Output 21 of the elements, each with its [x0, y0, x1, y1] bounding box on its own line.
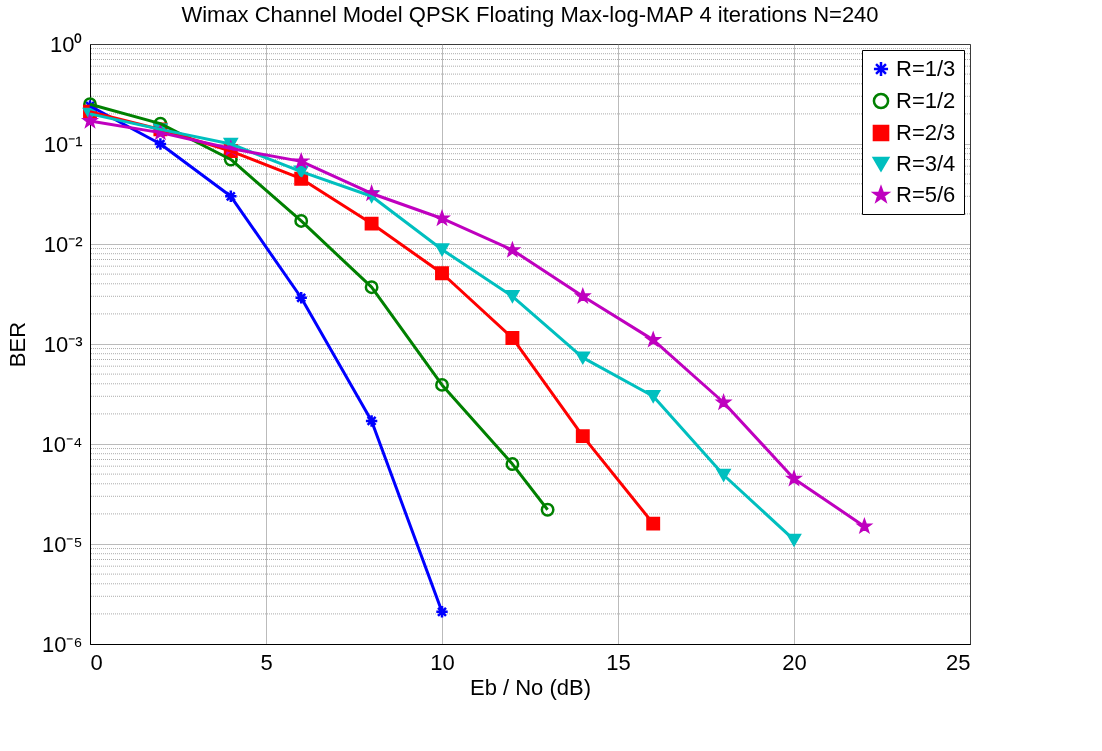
y-tick-label: 10⁰ — [50, 31, 83, 57]
chart-title: Wimax Channel Model QPSK Floating Max-log-MAP 4 iterations N=240 — [181, 2, 879, 27]
y-tick-label: 10⁻² — [43, 231, 83, 257]
x-tick-label: 25 — [946, 649, 971, 675]
y-tick-label: 10⁻⁵ — [41, 531, 83, 557]
x-tick-label: 15 — [606, 649, 631, 675]
x-tick-label: 20 — [782, 649, 807, 675]
y-tick-label: 10⁻³ — [43, 331, 83, 357]
legend-label: R=1/3 — [896, 56, 956, 81]
legend-label: R=3/4 — [896, 151, 956, 176]
legend-label: R=1/2 — [896, 88, 956, 113]
y-tick-label: 10⁻⁶ — [41, 631, 83, 657]
legend-label: R=2/3 — [896, 120, 956, 145]
y-tick-label: 10⁻⁴ — [41, 431, 83, 457]
y-axis-title: BER — [4, 321, 30, 368]
x-tick-label: 5 — [260, 649, 273, 675]
x-tick-label: 0 — [90, 649, 103, 675]
legend-label: R=5/6 — [896, 182, 956, 207]
y-tick-label: 10⁻¹ — [43, 131, 83, 157]
x-tick-label: 10 — [430, 649, 455, 675]
x-axis-title: Eb / No (dB) — [469, 674, 592, 700]
